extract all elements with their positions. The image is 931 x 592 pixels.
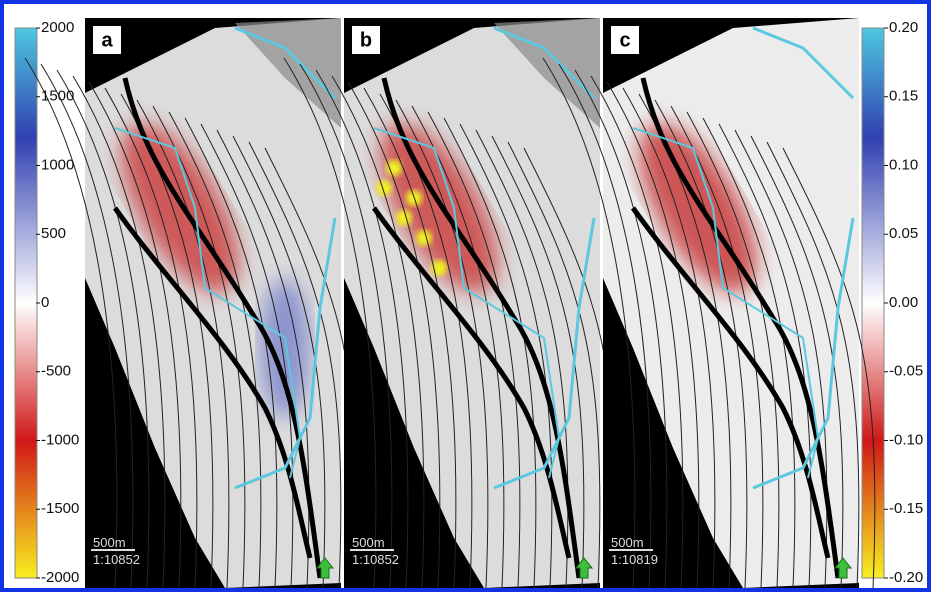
colorbar-tick-label: 2000: [41, 19, 74, 36]
hot-spot: [386, 160, 402, 176]
hot-spot: [416, 230, 432, 246]
scale-distance: 500m: [93, 535, 126, 550]
scale-ratio: 1:10852: [93, 552, 140, 567]
panel-label: a: [101, 29, 113, 51]
colorbar-tick-label: 0.10: [889, 156, 918, 173]
panel-label: c: [619, 29, 630, 51]
colorbar-tick-label: 0: [41, 294, 49, 311]
scale-distance: 500m: [352, 535, 385, 550]
scale-ratio: 1:10852: [352, 552, 399, 567]
colorbar-tick-label: 1000: [41, 156, 74, 173]
colorbar-tick-label: 0.05: [889, 225, 918, 242]
anomaly-blue: [260, 278, 310, 418]
colorbar-tick-label: -2000: [41, 569, 79, 586]
colorbar-tick-label: -1500: [41, 500, 79, 517]
scale-distance: 500m: [611, 535, 644, 550]
colorbar-tick-label: 0.15: [889, 88, 918, 105]
colorbar-tick-label: -0.20: [889, 569, 923, 586]
hot-spot: [396, 210, 412, 226]
colorbar-tick-label: 0.00: [889, 294, 918, 311]
colorbar-tick-label: -0.05: [889, 363, 923, 380]
figure: a 500m 1:10852 b 500m 1:10852 c 500m 1:10819 200…: [0, 0, 931, 592]
panel-label: b: [360, 29, 372, 51]
colorbar-tick-label: 1500: [41, 88, 74, 105]
colorbar-tick-label: -0.15: [889, 500, 923, 517]
colorbar-tick-label: 500: [41, 225, 66, 242]
colorbar-tick-label: 0.20: [889, 19, 918, 36]
scale-ratio: 1:10819: [611, 552, 658, 567]
colorbar-tick-label: -0.10: [889, 431, 923, 448]
left-colorbar: [15, 28, 37, 578]
right-colorbar: [862, 28, 884, 578]
colorbar-tick-label: -1000: [41, 431, 79, 448]
colorbar-tick-label: -500: [41, 363, 71, 380]
